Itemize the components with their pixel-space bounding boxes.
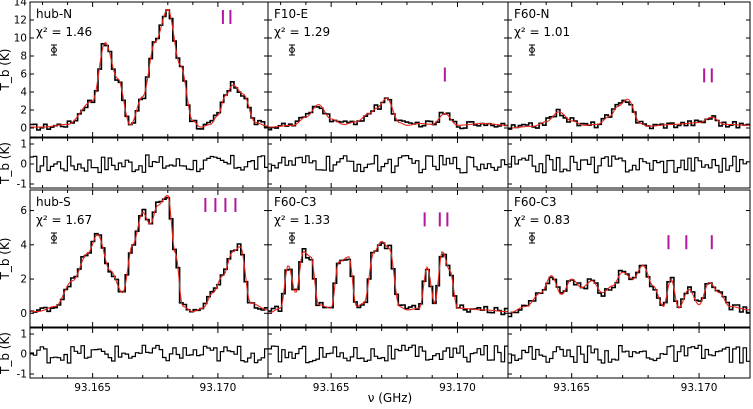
panel-name-label: F60-C3: [274, 195, 317, 209]
y-axis-label: T_b (K): [0, 142, 12, 185]
y-tick-label: -1: [17, 369, 27, 381]
y-tick-label: 2: [20, 105, 27, 117]
model-fit-line: [268, 240, 508, 314]
y-tick-label: 8: [20, 51, 27, 63]
y-tick-label: -1: [17, 179, 27, 191]
chi2-label: χ² = 0.83: [514, 213, 570, 227]
y-tick-label: 1: [20, 139, 27, 151]
y-tick-label: 14: [14, 0, 28, 9]
residual-line: [268, 154, 508, 174]
model-fit-line: [30, 194, 268, 313]
observed-spectrum: [508, 99, 750, 130]
panel-name-label: F60-N: [514, 7, 549, 21]
chi2-label: χ² = 1.46: [36, 25, 92, 39]
chi2-label: χ² = 1.01: [514, 25, 570, 39]
spectrum-panel: 0 2 4 6 8 10 12 14 -1 0 1 hub-N χ² = 1.46 T_b (K) T_b …: [0, 0, 269, 191]
residual-line: [30, 344, 268, 364]
y-tick-label: 6: [20, 205, 27, 217]
observed-spectrum: [268, 242, 508, 316]
x-tick-label: 93.170: [200, 382, 237, 394]
chi2-label: χ² = 1.29: [274, 25, 330, 39]
errorbar-point: [529, 47, 535, 53]
y-axis-label: T_b (K): [0, 49, 12, 92]
y-tick-label: 0: [20, 308, 27, 320]
errorbar-point: [51, 235, 57, 241]
main-axes-frame: [267, 189, 509, 328]
residual-axes-frame: [507, 137, 751, 189]
spectrum-panel: 93.165 93.170 F60-C3 χ² = 1.33: [267, 189, 509, 394]
errorbar-point: [51, 47, 57, 53]
y-tick-label: 2: [20, 274, 27, 286]
spectrum-panel: F60-N χ² = 1.01: [507, 1, 751, 189]
x-tick-label: 93.165: [313, 382, 350, 394]
main-axes-frame: [507, 189, 751, 328]
panel-name-label: F60-C3: [514, 195, 557, 209]
x-tick-label: 93.165: [74, 382, 111, 394]
y-tick-label: 4: [20, 239, 27, 251]
y-axis-label: T_b (K): [0, 332, 12, 375]
model-fit-line: [30, 8, 268, 128]
chi2-label: χ² = 1.33: [274, 213, 330, 227]
main-axes-frame: [29, 189, 269, 328]
y-tick-label: 1: [20, 329, 27, 341]
residual-line: [268, 344, 508, 364]
errorbar-point: [289, 235, 295, 241]
xlabel: ν (GHz): [368, 391, 413, 405]
main-axes-frame: [507, 1, 751, 138]
y-tick-label: 0: [20, 349, 27, 361]
residual-line: [508, 344, 750, 364]
model-fit-line: [508, 264, 750, 314]
y-tick-label: 6: [20, 69, 27, 81]
observed-spectrum: [508, 264, 750, 318]
y-tick-label: 4: [20, 87, 27, 99]
residual-axes-frame: [507, 327, 751, 379]
observed-spectrum: [268, 97, 508, 131]
spectrum-panel: 0 2 4 6 -1 0 1 93.165 93.170 hub-S χ² = 1.67 T_b (K…: [0, 189, 269, 394]
errorbar-point: [529, 235, 535, 241]
y-tick-label: 0: [20, 159, 27, 171]
residual-line: [508, 154, 750, 174]
residual-line: [30, 154, 268, 174]
y-tick-label: 10: [14, 33, 27, 45]
model-fit-line: [268, 97, 508, 128]
y-axis-label: T_b (K): [0, 238, 12, 281]
model-fit-line: [508, 98, 750, 129]
spectrum-panel: F10-E χ² = 1.29: [267, 1, 509, 189]
panel-name-label: hub-N: [36, 7, 72, 21]
errorbar-point: [289, 47, 295, 53]
x-tick-label: 93.165: [553, 382, 590, 394]
chi2-label: χ² = 1.67: [36, 213, 92, 227]
y-tick-label: 12: [14, 15, 27, 27]
y-tick-label: 0: [20, 123, 27, 135]
spectrum-panel: 93.165 93.170 F60-C3 χ² = 0.83: [507, 189, 751, 394]
panel-name-label: F10-E: [274, 7, 308, 21]
panel-name-label: hub-S: [36, 195, 71, 209]
x-tick-label: 93.170: [681, 382, 718, 394]
x-tick-label: 93.170: [439, 382, 476, 394]
